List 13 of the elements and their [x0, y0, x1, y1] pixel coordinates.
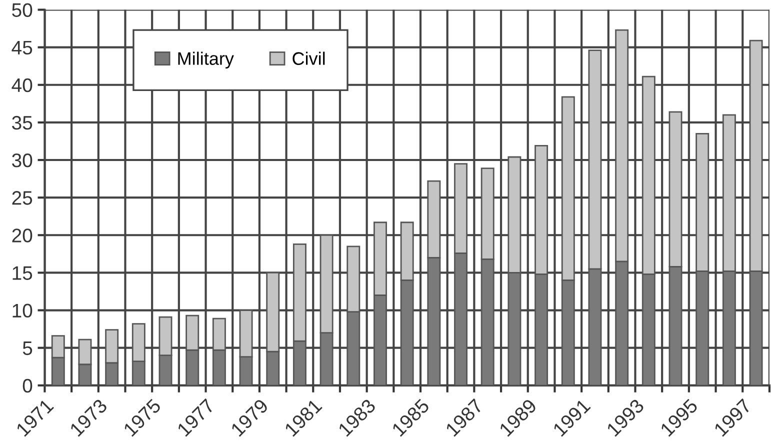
- y-tick-label: 30: [12, 153, 32, 168]
- y-tick-label: 35: [12, 116, 32, 130]
- y-tick-label: 15: [12, 266, 32, 280]
- y-tick-label: 25: [12, 191, 32, 205]
- y-tick-label: 5: [22, 342, 32, 356]
- y-tick-label: 40: [12, 78, 32, 92]
- y-tick-label: 20: [12, 228, 32, 242]
- y-tick-label: 45: [12, 40, 32, 55]
- y-tick-label: 0: [22, 378, 32, 393]
- y-tick-label: 10: [12, 304, 32, 318]
- legend-label: Military: [178, 52, 234, 69]
- y-tick-label: 50: [12, 3, 32, 17]
- legend-label: Civil: [292, 52, 325, 65]
